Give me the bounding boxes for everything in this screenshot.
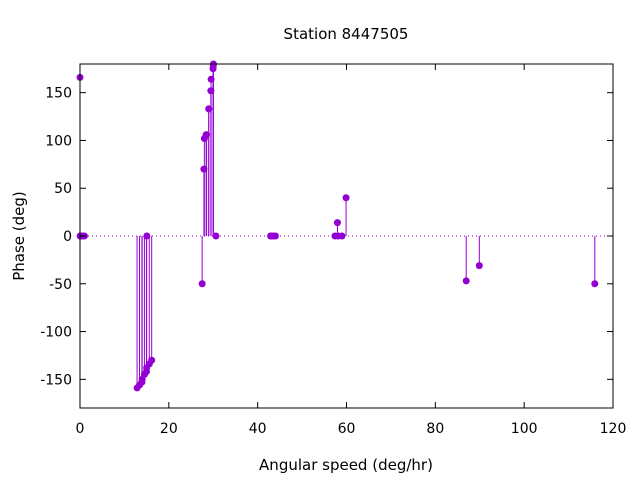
point-series [76,60,599,392]
data-point [475,262,483,270]
x-tick-label: 60 [338,421,356,437]
data-point [198,280,206,288]
y-tick-label: -100 [40,325,72,341]
chart-title: Station 8447505 [284,25,409,43]
x-tick-label: 20 [160,421,178,437]
data-point [203,131,211,139]
data-point [200,165,208,173]
x-tick-label: 120 [600,421,627,437]
y-axis-ticks: -150 -100 -50 0 50 100 150 [40,86,613,388]
data-point [205,105,213,113]
data-point [271,232,279,240]
data-point [207,75,215,83]
y-tick-label: 150 [45,86,72,102]
data-point [338,232,346,240]
data-point [462,277,470,285]
data-point [591,280,599,288]
y-tick-label: 0 [63,229,72,245]
x-tick-label: 100 [511,421,538,437]
y-tick-label: -150 [40,372,72,388]
data-point [148,356,156,364]
x-tick-label: 80 [426,421,444,437]
x-tick-label: 40 [249,421,267,437]
data-point [143,232,151,240]
y-axis-label: Phase (deg) [10,191,28,281]
y-tick-label: 50 [54,181,72,197]
x-axis-ticks: 0 20 40 60 80 100 120 [76,64,627,437]
x-tick-label: 0 [76,421,85,437]
y-tick-label: -50 [49,277,72,293]
y-tick-label: 100 [45,133,72,149]
x-axis-label: Angular speed (deg/hr) [259,456,433,474]
data-point [212,232,220,240]
data-point [333,219,341,227]
data-point [207,87,215,95]
data-point [342,194,350,202]
